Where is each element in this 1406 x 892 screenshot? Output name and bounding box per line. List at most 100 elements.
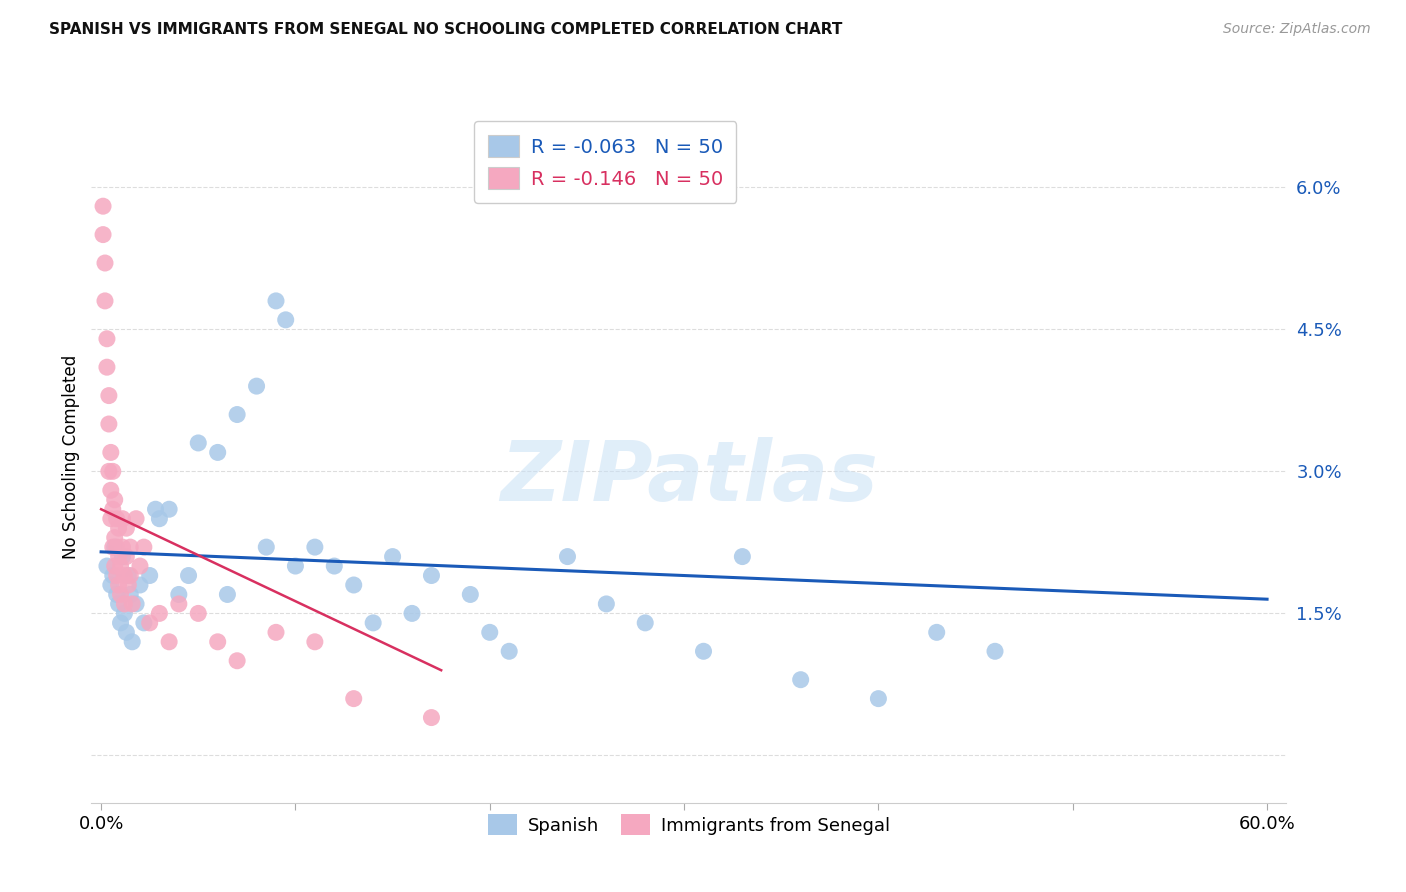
Point (323, 559, 346, 574)
Point (460, 587, 482, 601)
Point (557, 549, 579, 564)
Point (107, 597, 129, 611)
Point (138, 568, 160, 582)
Point (125, 512, 148, 526)
Point (226, 654, 249, 668)
Point (731, 549, 754, 564)
Point (157, 502, 180, 516)
Point (254, 540, 277, 554)
Point (187, 436, 209, 450)
Point (94, 293, 117, 308)
Point (94, 256, 117, 270)
Point (129, 559, 152, 574)
Point (595, 597, 617, 611)
Point (110, 615, 132, 630)
Point (121, 635, 143, 649)
Point (110, 559, 132, 574)
Point (284, 559, 307, 574)
Point (125, 597, 148, 611)
Point (167, 587, 190, 601)
Point (105, 587, 128, 601)
Y-axis label: No Schooling Completed: No Schooling Completed (62, 355, 80, 559)
Point (96, 559, 118, 574)
Point (132, 615, 155, 630)
Point (401, 607, 423, 621)
Point (120, 568, 142, 582)
Point (117, 578, 139, 592)
Point (132, 540, 155, 554)
Point (420, 710, 443, 724)
Point (100, 445, 122, 459)
Point (96, 332, 118, 346)
Point (107, 521, 129, 535)
Point (101, 568, 124, 582)
Point (91, 199, 114, 213)
Point (381, 549, 404, 564)
Point (157, 635, 180, 649)
Point (101, 464, 124, 478)
Point (148, 512, 170, 526)
Point (104, 540, 127, 554)
Point (304, 635, 326, 649)
Legend: Spanish, Immigrants from Senegal: Spanish, Immigrants from Senegal (481, 807, 897, 842)
Text: ZIPatlas: ZIPatlas (501, 437, 877, 518)
Point (138, 615, 160, 630)
Point (148, 607, 170, 621)
Point (115, 521, 138, 535)
Point (111, 540, 134, 554)
Point (304, 540, 326, 554)
Point (101, 540, 124, 554)
Point (207, 445, 229, 459)
Point (101, 502, 124, 516)
Point (100, 578, 122, 592)
Point (692, 644, 714, 658)
Point (634, 615, 657, 630)
Point (97, 417, 120, 431)
Point (97, 388, 120, 402)
Point (96, 360, 118, 375)
Point (264, 625, 287, 640)
Point (115, 625, 138, 640)
Point (343, 578, 366, 592)
Point (264, 293, 287, 308)
Text: SPANISH VS IMMIGRANTS FROM SENEGAL NO SCHOOLING COMPLETED CORRELATION CHART: SPANISH VS IMMIGRANTS FROM SENEGAL NO SC… (49, 22, 842, 37)
Point (107, 549, 129, 564)
Point (104, 492, 127, 507)
Point (112, 597, 135, 611)
Point (361, 615, 384, 630)
Point (478, 625, 501, 640)
Point (226, 408, 249, 422)
Point (167, 597, 190, 611)
Point (129, 578, 152, 592)
Point (207, 635, 229, 649)
Point (110, 587, 132, 601)
Point (105, 568, 128, 582)
Text: Source: ZipAtlas.com: Source: ZipAtlas.com (1223, 22, 1371, 37)
Point (120, 587, 142, 601)
Point (217, 587, 239, 601)
Point (274, 313, 297, 327)
Point (100, 512, 122, 526)
Point (100, 483, 122, 498)
Point (112, 607, 135, 621)
Point (107, 578, 129, 592)
Point (105, 512, 128, 526)
Point (420, 568, 443, 582)
Point (789, 673, 811, 687)
Point (111, 549, 134, 564)
Point (105, 540, 128, 554)
Point (115, 549, 138, 564)
Point (104, 559, 127, 574)
Point (343, 691, 366, 706)
Point (97, 464, 120, 478)
Point (117, 568, 139, 582)
Point (120, 540, 142, 554)
Point (498, 644, 520, 658)
Point (104, 531, 127, 545)
Point (245, 379, 267, 393)
Point (145, 502, 167, 516)
Point (177, 568, 200, 582)
Point (91, 227, 114, 242)
Point (111, 512, 134, 526)
Point (868, 691, 890, 706)
